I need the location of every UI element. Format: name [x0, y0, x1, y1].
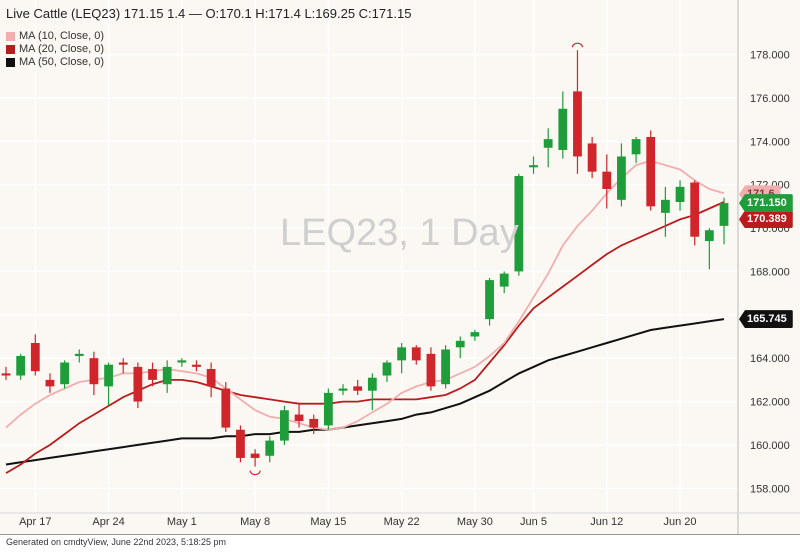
candle-body — [573, 91, 582, 157]
x-tick-label: Jun 20 — [664, 516, 697, 528]
ma20-price-tag: 170.389 — [739, 210, 793, 229]
candle-body — [221, 388, 231, 428]
y-tick-label: 178.000 — [750, 50, 790, 62]
x-tick-label: May 15 — [310, 516, 346, 528]
candle-body — [280, 410, 289, 441]
candle-body — [323, 392, 333, 426]
x-tick-label: Jun 5 — [520, 516, 547, 528]
candle-body — [162, 366, 172, 385]
candle-body — [30, 342, 40, 372]
symbol-watermark: LEQ23, 1 Day — [280, 212, 519, 254]
y-tick-label: 158.000 — [750, 483, 790, 495]
footer-bar: Generated on cmdtyView, June 22nd 2023, … — [0, 534, 800, 552]
candle-body — [411, 347, 421, 361]
candle-body — [367, 377, 377, 391]
candle-body — [719, 203, 729, 226]
legend-label: MA (50, Close, 0) — [19, 56, 104, 68]
x-tick-label: May 22 — [384, 516, 420, 528]
candle-body — [236, 429, 245, 458]
candle-body — [646, 136, 656, 207]
candle-body — [294, 414, 304, 422]
moving-average-lines — [5, 159, 725, 474]
candle-body — [1, 373, 11, 376]
chart-legend: MA (10, Close, 0) MA (20, Close, 0) MA (… — [6, 30, 104, 69]
generated-timestamp: Generated on cmdtyView, June 22nd 2023, … — [6, 537, 226, 547]
candle-body — [148, 369, 157, 380]
candle-body — [485, 280, 494, 320]
last-price-tag: 171.150 — [739, 194, 793, 213]
candle-body — [631, 139, 641, 155]
candle-body — [60, 362, 70, 385]
candle-body — [690, 182, 700, 237]
candle-body — [206, 369, 216, 387]
candle-body — [441, 349, 450, 385]
ma-line-10 — [5, 159, 725, 431]
legend-label: MA (20, Close, 0) — [19, 43, 104, 55]
x-tick-label: Jun 12 — [590, 516, 623, 528]
candle-body — [338, 388, 348, 391]
x-tick-label: Apr 24 — [92, 516, 124, 528]
candle-body — [704, 230, 714, 242]
candle-body — [192, 364, 201, 367]
candle-body — [74, 353, 84, 357]
legend-swatch — [6, 57, 15, 67]
candle-body — [133, 366, 143, 402]
candle-body — [45, 379, 55, 387]
x-tick-label: May 30 — [457, 516, 493, 528]
high-marker — [571, 42, 584, 48]
y-tick-label: 168.000 — [750, 266, 790, 278]
candle-body — [455, 340, 465, 348]
candle-body — [265, 440, 275, 456]
y-tick-label: 176.000 — [750, 93, 790, 105]
grid — [0, 0, 738, 512]
candle-body — [470, 332, 480, 337]
candle-body — [660, 199, 670, 213]
candle-body — [118, 362, 128, 365]
candle-body — [177, 360, 187, 363]
candle-body — [499, 273, 509, 287]
instrument-title: Live Cattle (LEQ23) 171.15 1.4 — O:170.1… — [6, 6, 412, 21]
candle-body — [426, 353, 436, 387]
candle-body — [397, 347, 407, 361]
ma50-price-tag: 165.745 — [739, 310, 793, 329]
candle-body — [309, 418, 319, 428]
ma-line-50 — [5, 318, 725, 466]
legend-item-ma10[interactable]: MA (10, Close, 0) — [6, 30, 104, 42]
candle-body — [617, 156, 626, 200]
candle-body — [602, 171, 612, 190]
candle-body — [543, 139, 553, 148]
x-tick-label: May 8 — [240, 516, 270, 528]
low-marker — [249, 470, 261, 476]
legend-swatch — [6, 44, 15, 54]
candle-body — [514, 175, 524, 272]
candle-body — [353, 386, 363, 391]
legend-item-ma50[interactable]: MA (50, Close, 0) — [6, 56, 104, 68]
candle-body — [529, 165, 538, 168]
y-tick-label: 162.000 — [750, 397, 790, 409]
candle-body — [558, 108, 568, 150]
x-tick-label: Apr 17 — [19, 516, 51, 528]
legend-label: MA (10, Close, 0) — [19, 30, 104, 42]
y-tick-label: 164.000 — [750, 353, 790, 365]
candle-body — [587, 143, 597, 172]
legend-item-ma20[interactable]: MA (20, Close, 0) — [6, 43, 104, 55]
y-tick-label: 174.000 — [750, 136, 790, 148]
ma-line-20 — [5, 201, 725, 474]
x-tick-label: May 1 — [167, 516, 197, 528]
legend-swatch — [6, 31, 15, 41]
candle-body — [382, 362, 392, 376]
candle-body — [16, 356, 26, 376]
candle-body — [104, 364, 113, 387]
candle-body — [675, 186, 685, 203]
candlesticks — [1, 42, 729, 476]
candle-body — [89, 358, 99, 385]
candle-body — [250, 453, 260, 458]
y-tick-label: 160.000 — [750, 440, 790, 452]
